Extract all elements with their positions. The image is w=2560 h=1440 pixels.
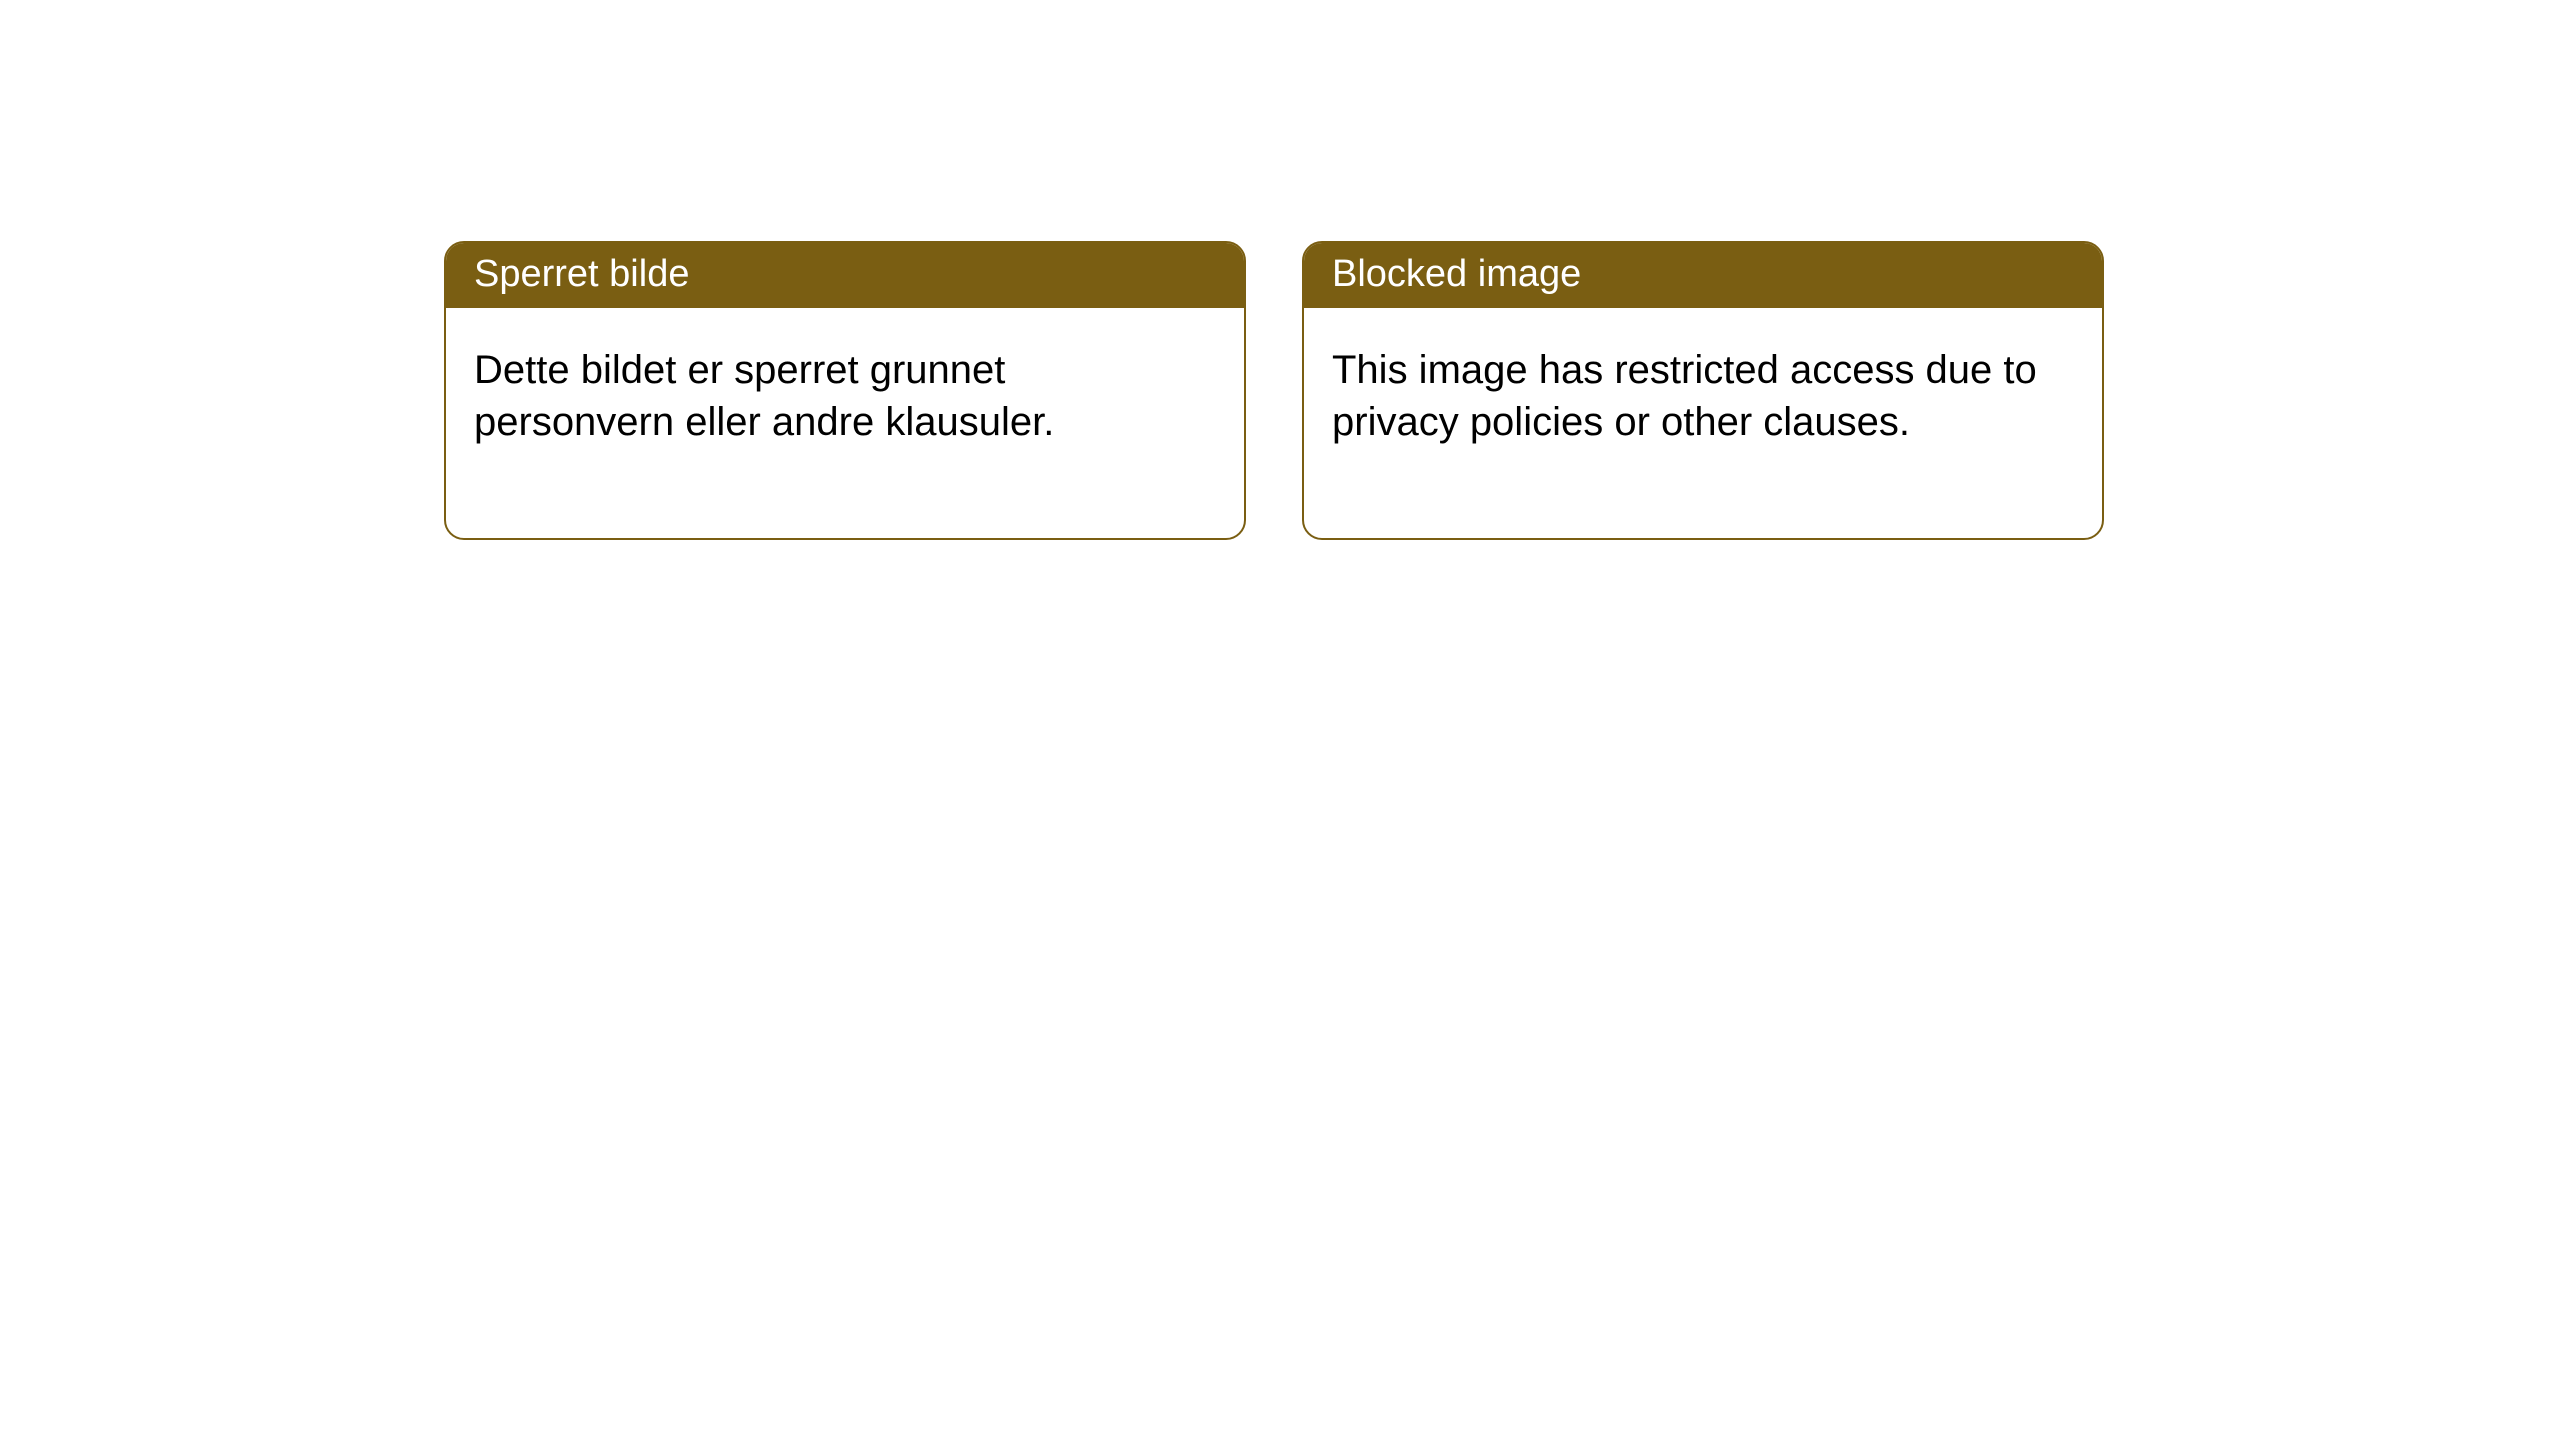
- notice-container: Sperret bilde Dette bildet er sperret gr…: [0, 0, 2560, 540]
- card-title: Blocked image: [1332, 253, 1581, 295]
- card-title: Sperret bilde: [474, 253, 689, 295]
- card-body: This image has restricted access due to …: [1304, 308, 2102, 538]
- card-header: Sperret bilde: [446, 243, 1244, 308]
- card-message: This image has restricted access due to …: [1332, 348, 2037, 444]
- card-message: Dette bildet er sperret grunnet personve…: [474, 348, 1054, 444]
- card-body: Dette bildet er sperret grunnet personve…: [446, 308, 1244, 538]
- notice-card-norwegian: Sperret bilde Dette bildet er sperret gr…: [444, 241, 1246, 540]
- notice-card-english: Blocked image This image has restricted …: [1302, 241, 2104, 540]
- card-header: Blocked image: [1304, 243, 2102, 308]
